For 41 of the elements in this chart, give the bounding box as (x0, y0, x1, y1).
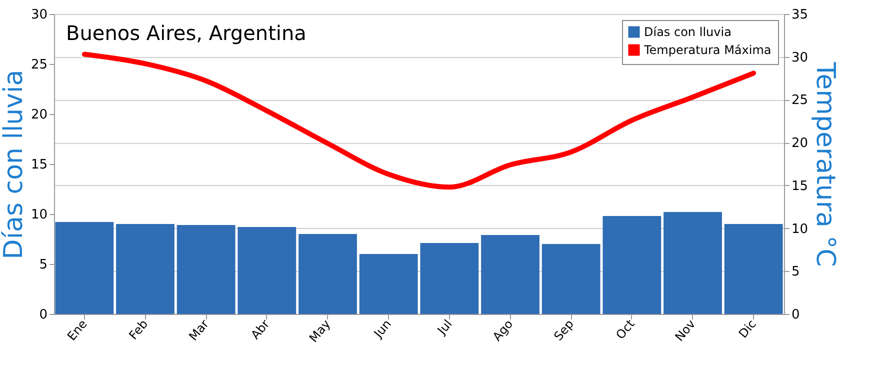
chart-title: Buenos Aires, Argentina (66, 21, 306, 45)
bar (359, 254, 418, 314)
y-tick-label: 10 (30, 208, 48, 222)
bar (542, 244, 600, 314)
x-tick-label: Jul (434, 317, 455, 338)
bar (116, 224, 174, 314)
y-tick-label: 20 (30, 108, 48, 122)
bar (724, 224, 783, 314)
x-tick-label: Oct (613, 316, 638, 342)
bar (664, 212, 722, 314)
y-tick-label: 15 (30, 158, 48, 172)
x-tick-label: Dic (736, 317, 759, 341)
y-tick-label: 30 (30, 8, 48, 22)
y-tick-label: 25 (30, 58, 48, 72)
bar (238, 227, 296, 314)
x-tick-label: Ago (490, 317, 516, 344)
x-tick-label: Ene (64, 317, 90, 344)
y2-tick-label: 5 (792, 264, 800, 280)
bar (420, 243, 479, 314)
bar (55, 222, 114, 314)
bar (602, 216, 662, 314)
y2-tick-label: 25 (792, 93, 808, 108)
y-tick-label: 0 (39, 308, 48, 322)
y-axis-title: Días con lluvia (0, 70, 29, 260)
x-tick-label: Jun (370, 317, 394, 342)
bar (481, 235, 540, 314)
bar (176, 225, 236, 314)
y-tick-label: 5 (39, 258, 48, 272)
y2-axis-title: Temperatura °C (810, 61, 840, 267)
x-tick-label: Abr (248, 316, 272, 342)
y2-tick-label: 10 (792, 222, 808, 237)
y2-tick-label: 0 (792, 308, 800, 322)
y2-tick-label: 30 (792, 50, 808, 66)
x-tick-label: Sep (551, 317, 576, 344)
legend-label: Días con lluvia (644, 25, 732, 39)
y2-tick-label: 15 (792, 178, 808, 194)
y2-tick-label: 35 (792, 8, 808, 22)
bar (298, 234, 357, 314)
y2-tick-label: 20 (792, 136, 808, 152)
x-tick-label: Feb (126, 317, 151, 342)
legend-label: Temperatura Máxima (643, 43, 772, 57)
